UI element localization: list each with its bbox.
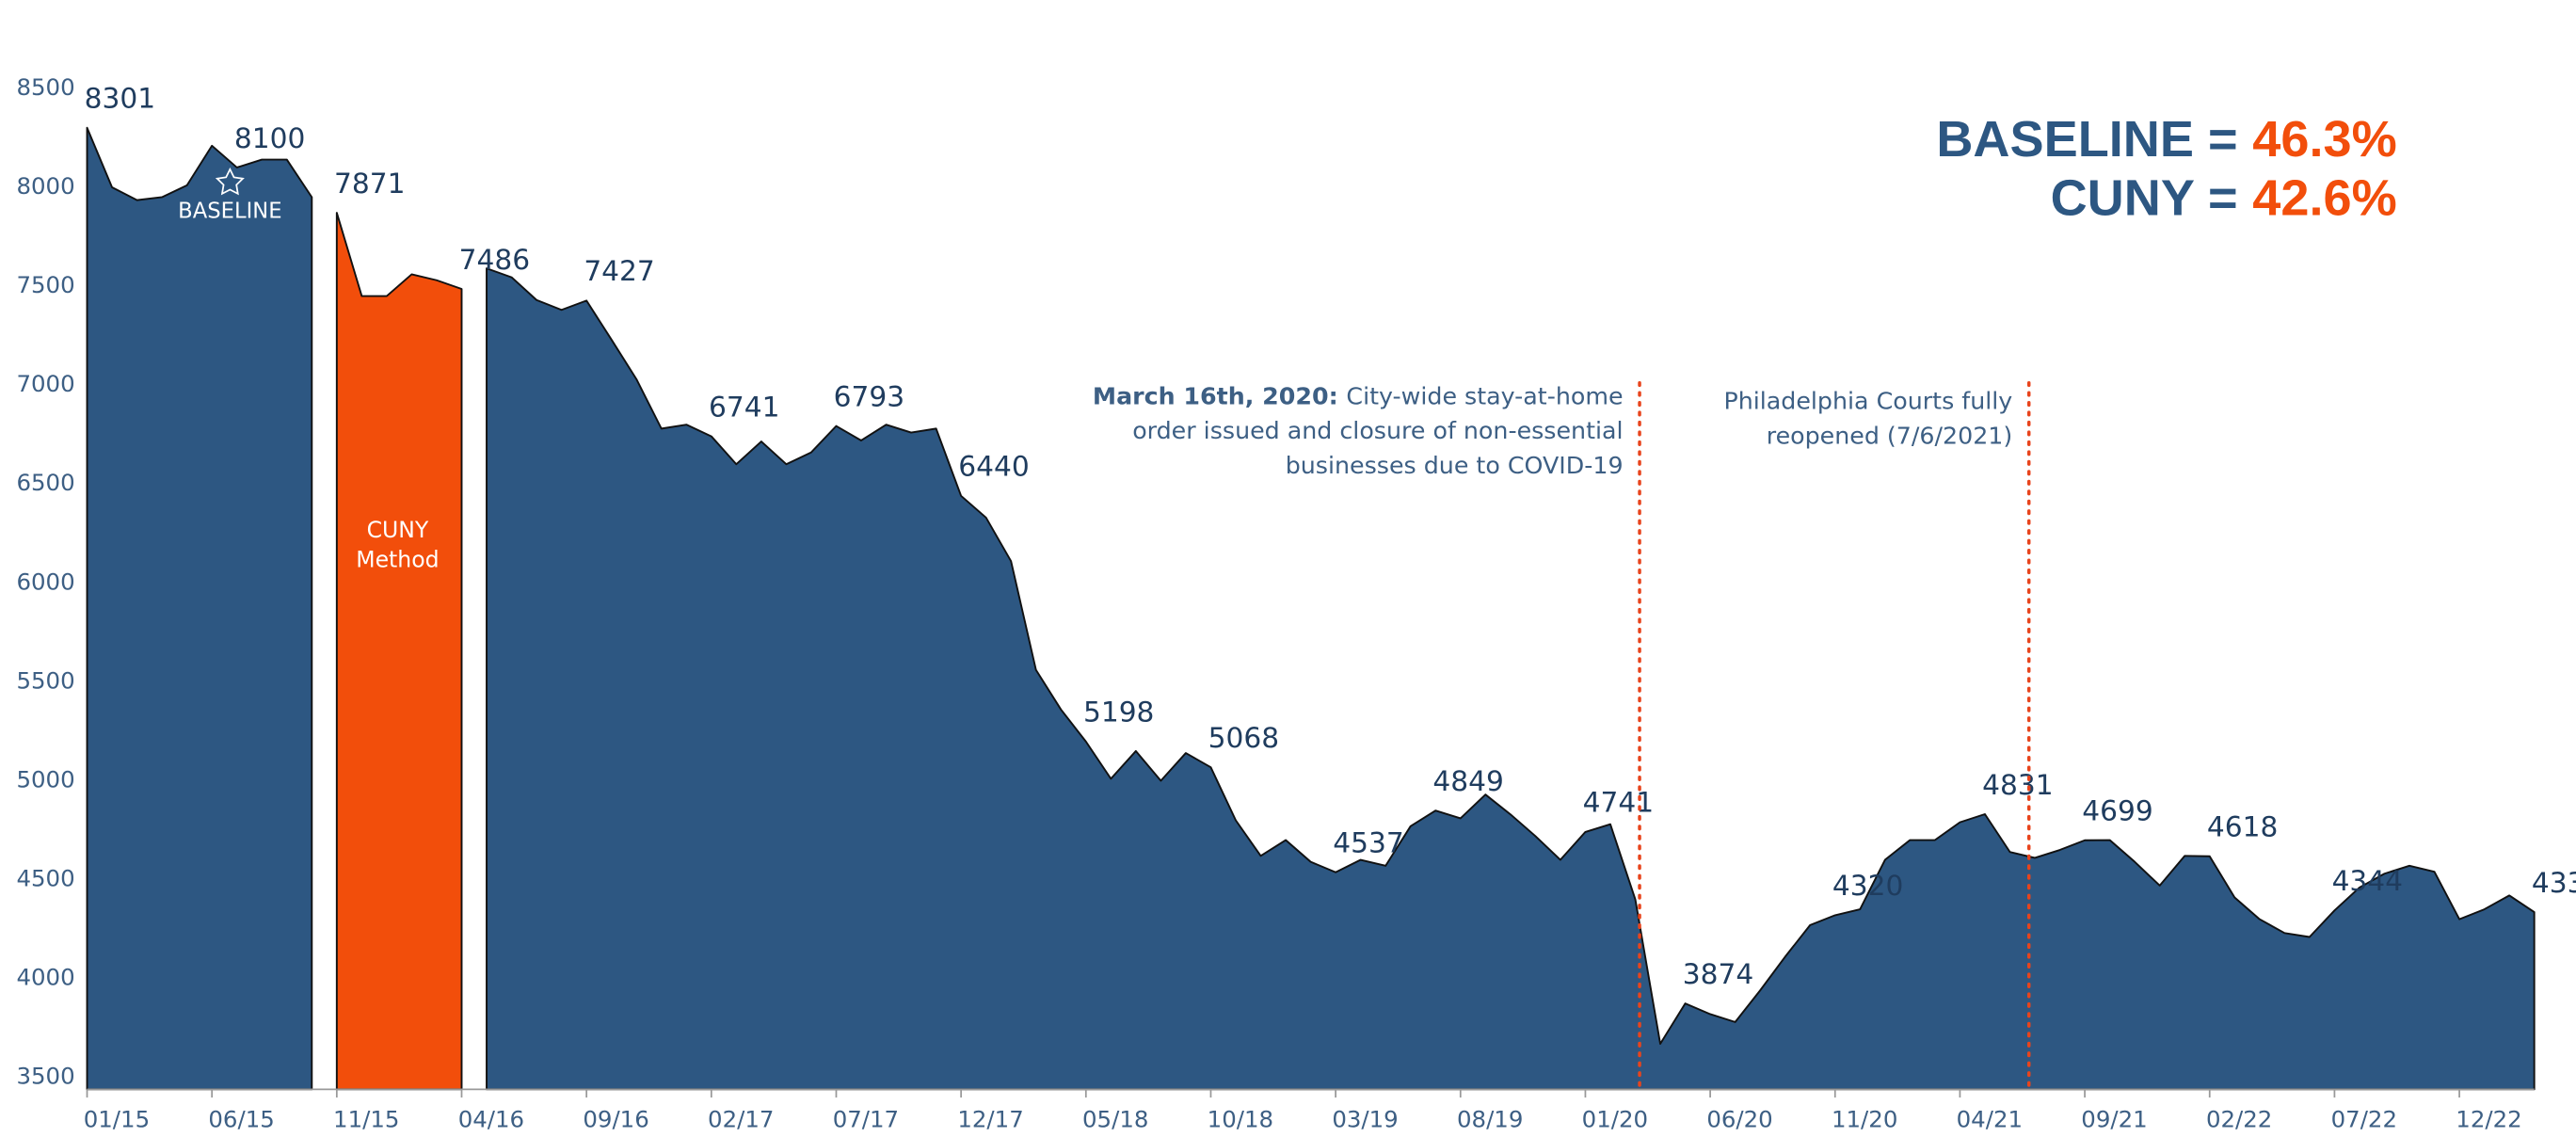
annotation: order issued and closure of non-essentia… xyxy=(1132,417,1623,444)
x-tick-label: 11/20 xyxy=(1832,1106,1897,1133)
y-tick-label: 3500 xyxy=(16,1063,74,1090)
data-label: 4336 xyxy=(2532,866,2576,899)
annotation: reopened (7/6/2021) xyxy=(1767,422,2013,449)
x-tick-label: 10/18 xyxy=(1208,1106,1273,1133)
data-label: 6440 xyxy=(958,450,1029,483)
x-tick-label: 04/16 xyxy=(458,1106,524,1133)
y-tick-label: 5000 xyxy=(16,765,74,793)
data-label: 3874 xyxy=(1683,957,1753,990)
annotation: businesses due to COVID-19 xyxy=(1286,452,1624,479)
data-label: 8301 xyxy=(85,82,155,115)
y-tick-label: 8500 xyxy=(16,73,74,101)
y-tick-label: 7500 xyxy=(16,271,74,298)
x-tick-label: 01/15 xyxy=(84,1106,150,1133)
x-tick-label: 07/17 xyxy=(833,1106,899,1133)
x-tick-label: 06/15 xyxy=(208,1106,274,1133)
x-tick-label: 01/20 xyxy=(1582,1106,1648,1133)
series-label: BASELINE xyxy=(178,200,281,224)
x-tick-label: 05/18 xyxy=(1082,1106,1148,1133)
series-label-line: Method xyxy=(356,546,439,572)
summary: CUNY = 42.6% xyxy=(2051,170,2397,227)
annotation-bold: March 16th, 2020: xyxy=(1093,382,1338,409)
summary-value: 46.3% xyxy=(2252,111,2396,168)
summary-label: CUNY = xyxy=(2051,170,2238,227)
data-label: 5068 xyxy=(1208,721,1279,754)
y-tick-label: 4500 xyxy=(16,865,74,892)
data-label: 6741 xyxy=(709,390,779,423)
data-label: 4344 xyxy=(2332,864,2403,897)
x-tick-label: 02/22 xyxy=(2206,1106,2272,1133)
y-tick-label: 8000 xyxy=(16,172,74,200)
x-tick-label: 03/19 xyxy=(1332,1106,1398,1133)
star-icon xyxy=(215,167,245,196)
x-tick-label: 08/19 xyxy=(1457,1106,1523,1133)
series-label-line: CUNY xyxy=(367,516,429,542)
y-tick-label: 7000 xyxy=(16,370,74,397)
data-label: 5198 xyxy=(1083,696,1154,729)
data-label: 4618 xyxy=(2207,810,2278,843)
annotation: March 16th, 2020: City-wide stay-at-home xyxy=(1093,382,1624,409)
x-tick-label: 02/17 xyxy=(708,1106,774,1133)
data-label: 4537 xyxy=(1333,826,1403,859)
data-label: 8100 xyxy=(234,121,305,154)
area xyxy=(486,267,2536,1091)
summary-value: 42.6% xyxy=(2252,170,2396,227)
data-label: 4741 xyxy=(1583,786,1654,819)
data-label: 4699 xyxy=(2082,794,2152,827)
data-label: 4831 xyxy=(1982,768,2053,801)
y-tick-label: 6000 xyxy=(16,568,74,595)
series-label: CUNY Method xyxy=(356,516,439,571)
x-tick-label: 12/22 xyxy=(2456,1106,2521,1133)
summary: BASELINE = 46.3% xyxy=(1936,111,2396,168)
y-tick-label: 6500 xyxy=(16,469,74,496)
area xyxy=(335,212,463,1091)
y-tick-label: 5500 xyxy=(16,666,74,694)
x-tick-label: 09/21 xyxy=(2081,1106,2147,1133)
x-tick-label: 04/21 xyxy=(1957,1106,2023,1133)
x-tick-label: 09/16 xyxy=(583,1106,648,1133)
annotation: Philadelphia Courts fully xyxy=(1723,388,2012,415)
x-tick-label: 07/22 xyxy=(2331,1106,2397,1133)
x-tick-label: 12/17 xyxy=(957,1106,1023,1133)
data-label: 7486 xyxy=(459,243,530,276)
data-label: 7871 xyxy=(334,167,405,200)
x-tick-label: 06/20 xyxy=(1706,1106,1772,1133)
x-tick-label: 11/15 xyxy=(333,1106,399,1133)
annotation-text: City-wide stay-at-home xyxy=(1346,382,1623,409)
data-label: 4320 xyxy=(1832,869,1903,902)
y-tick-label: 4000 xyxy=(16,964,74,991)
data-label: 6793 xyxy=(834,379,904,412)
summary-label: BASELINE = xyxy=(1936,111,2237,168)
data-label: 7427 xyxy=(584,254,654,287)
area xyxy=(86,126,313,1091)
data-label: 4849 xyxy=(1432,764,1503,797)
